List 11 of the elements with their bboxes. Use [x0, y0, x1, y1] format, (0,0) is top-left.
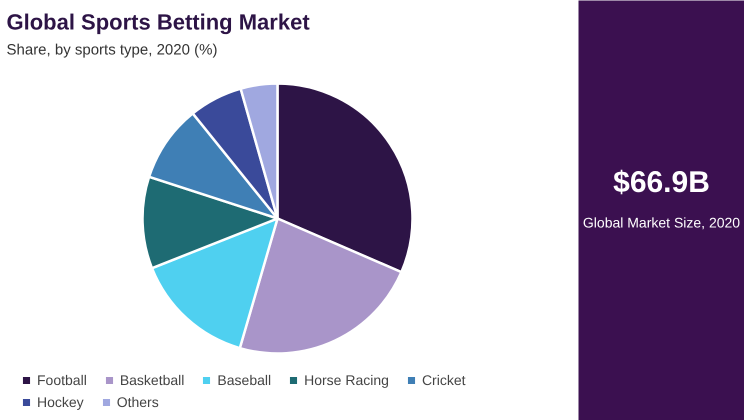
- legend-label: Cricket: [422, 372, 466, 388]
- legend-label: Horse Racing: [304, 372, 389, 388]
- legend-label: Hockey: [37, 394, 84, 410]
- legend-label: Baseball: [217, 372, 272, 388]
- text: $66.9B: [613, 166, 710, 199]
- legend-label: Basketball: [120, 372, 184, 388]
- chart-title: Global Sports Betting Market: [6, 10, 310, 34]
- text: Global Market Size, 2020: [582, 214, 740, 230]
- legend-label: Football: [37, 372, 87, 388]
- chart-subtitle: Share, by sports type, 2020 (%): [6, 42, 218, 58]
- legend-label: Others: [116, 394, 159, 410]
